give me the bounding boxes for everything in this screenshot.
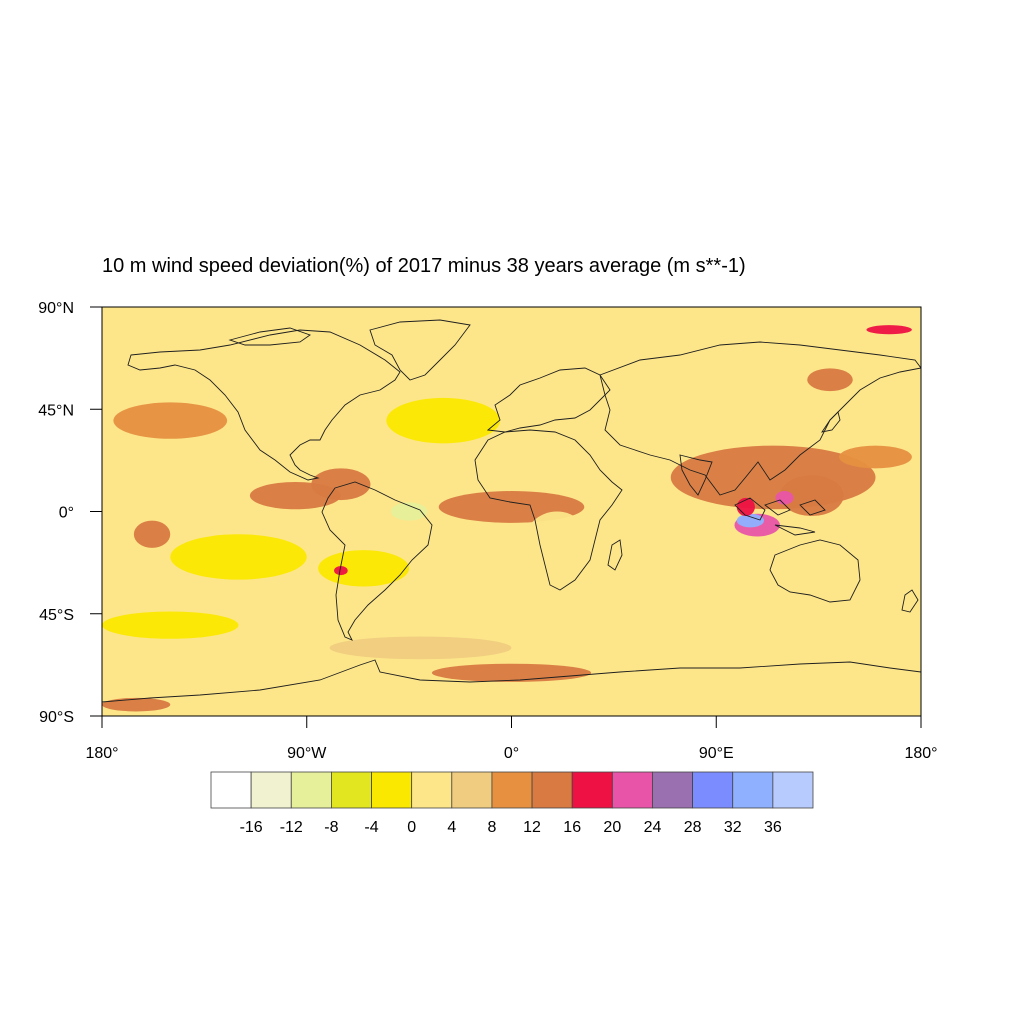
lat-tick-label-0: 90°N	[38, 300, 74, 317]
coastline-africa	[474, 429, 623, 591]
colorbar-swatch-1	[250, 771, 292, 809]
colorbar-swatch-2	[290, 771, 332, 809]
colorbar-label-13: 36	[764, 819, 782, 836]
colorbar-swatch-6	[451, 771, 493, 809]
colorbar-swatch-11	[652, 771, 694, 809]
colorbar: -16 -12 -8 -4 0 4 8 12 16 20 24 28 32 36	[210, 771, 814, 836]
colorbar-swatch-9	[571, 771, 613, 809]
lat-tick-label-4: 90°S	[39, 709, 74, 726]
anomaly-region-8	[102, 697, 171, 712]
colorbar-label-5: 4	[447, 819, 456, 836]
anomaly-region-5	[779, 475, 844, 517]
map-title: 10 m wind speed deviation(%) of 2017 min…	[102, 255, 746, 277]
colorbar-swatch-5	[411, 771, 453, 809]
colorbar-swatch-3	[330, 771, 372, 809]
lon-tick-label-4: 180°	[904, 745, 937, 762]
coastline-india	[679, 454, 713, 496]
coastline-new-zealand	[901, 589, 919, 613]
lat-tick-label-1: 45°N	[38, 402, 74, 419]
lon-tick-label-3: 90°E	[699, 745, 734, 762]
lat-tick-label-3: 45°S	[39, 607, 74, 624]
anomaly-region-11	[318, 550, 410, 587]
coastline-japan	[821, 411, 841, 433]
coastline-asia	[599, 341, 921, 496]
colorbar-swatch-13	[732, 771, 774, 809]
colorbar-label-0: -16	[240, 819, 263, 836]
anomaly-region-14	[386, 397, 501, 444]
coastline-europe	[486, 367, 611, 433]
lat-tick-label-2: 0°	[59, 505, 74, 522]
coastline-south-america	[321, 481, 433, 641]
colorbar-swatch-0	[210, 771, 252, 809]
anomaly-regions	[102, 325, 912, 712]
lon-tick-label-1: 90°W	[287, 745, 327, 762]
map-plot-area	[102, 307, 921, 716]
coastline-madagascar	[607, 539, 623, 571]
colorbar-label-2: -8	[324, 819, 338, 836]
anomaly-region-3	[311, 468, 371, 501]
coastlines	[102, 319, 921, 703]
coastline-antarctica	[102, 659, 921, 703]
anomaly-region-20	[522, 511, 592, 580]
coastline-arctic-islands	[228, 327, 311, 346]
colorbar-label-8: 16	[563, 819, 581, 836]
anomaly-region-17	[625, 616, 853, 644]
anomaly-region-12	[170, 534, 307, 580]
anomaly-region-7	[431, 663, 592, 682]
anomaly-region-6	[133, 520, 171, 548]
latitude-axis: 90°N 45°N 0° 45°S 90°S	[38, 300, 102, 726]
colorbar-swatch-7	[491, 771, 533, 809]
colorbar-label-3: -4	[364, 819, 378, 836]
colorbar-label-6: 8	[487, 819, 496, 836]
anomaly-region-16	[102, 611, 239, 639]
anomaly-region-9	[839, 445, 912, 469]
anomaly-region-13	[568, 561, 728, 598]
colorbar-label-7: 12	[523, 819, 541, 836]
anomaly-region-22	[736, 513, 765, 528]
anomaly-region-24	[775, 491, 794, 505]
colorbar-swatch-8	[531, 771, 573, 809]
anomaly-region-26	[334, 566, 348, 576]
coastline-indonesia	[734, 497, 826, 536]
anomaly-region-18	[329, 636, 512, 660]
coastline-australia	[769, 539, 861, 603]
colorbar-swatch-4	[371, 771, 413, 809]
lon-tick-label-0: 180°	[85, 745, 118, 762]
lon-tick-label-2: 0°	[504, 745, 519, 762]
anomaly-region-21	[390, 502, 428, 521]
colorbar-label-1: -12	[280, 819, 303, 836]
coastline-greenland	[369, 319, 471, 381]
anomaly-region-19	[113, 402, 228, 439]
colorbar-label-10: 24	[644, 819, 662, 836]
colorbar-label-9: 20	[603, 819, 621, 836]
colorbar-label-12: 32	[724, 819, 742, 836]
longitude-axis: 180° 90°W 0° 90°E 180°	[85, 716, 938, 762]
colorbar-swatch-10	[611, 771, 653, 809]
anomaly-region-25	[866, 325, 912, 335]
coastline-north-america	[127, 329, 401, 481]
colorbar-swatch-12	[692, 771, 734, 809]
anomaly-region-23	[736, 497, 755, 517]
colorbar-label-11: 28	[684, 819, 702, 836]
colorbar-swatch-14	[772, 771, 814, 809]
anomaly-region-10	[807, 368, 853, 392]
colorbar-label-4: 0	[407, 819, 416, 836]
